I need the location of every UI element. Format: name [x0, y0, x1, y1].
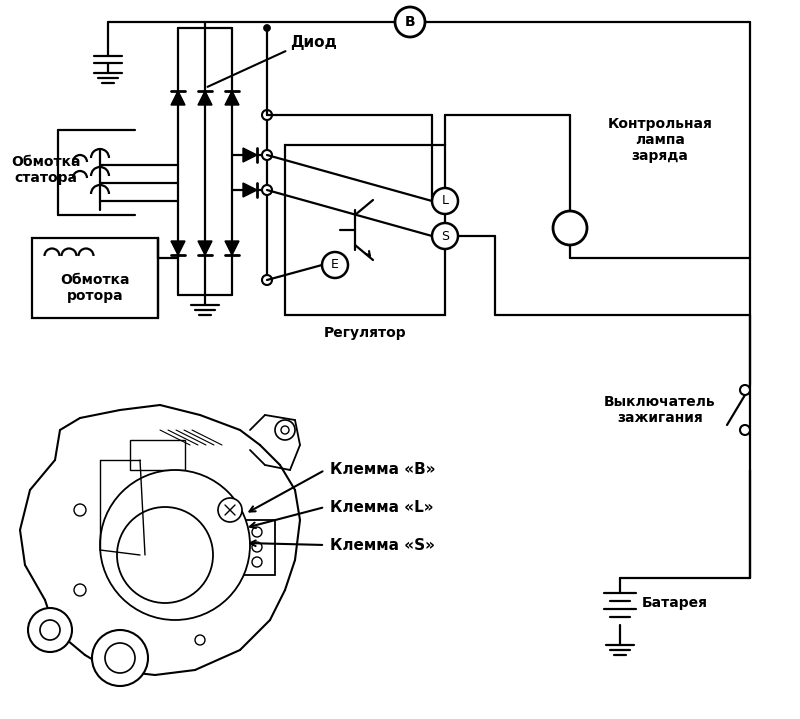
Bar — [285, 145, 445, 315]
Text: Клемма «S»: Клемма «S» — [330, 538, 435, 552]
Bar — [240, 520, 275, 575]
Circle shape — [553, 211, 587, 245]
Circle shape — [218, 498, 242, 522]
Bar — [32, 238, 158, 318]
Polygon shape — [243, 148, 257, 162]
Circle shape — [281, 426, 289, 434]
Circle shape — [252, 557, 262, 567]
Text: B: B — [405, 15, 415, 29]
Polygon shape — [243, 183, 257, 197]
Circle shape — [117, 507, 213, 603]
Circle shape — [740, 385, 750, 395]
Circle shape — [262, 150, 272, 160]
Polygon shape — [171, 91, 185, 105]
Text: Контрольная
лампа
заряда: Контрольная лампа заряда — [607, 116, 713, 163]
Text: Регулятор: Регулятор — [324, 326, 406, 340]
Circle shape — [252, 542, 262, 552]
Circle shape — [395, 7, 425, 37]
Circle shape — [100, 470, 250, 620]
Text: Обмотка
статора: Обмотка статора — [11, 155, 81, 185]
Circle shape — [262, 110, 272, 120]
Polygon shape — [225, 91, 239, 105]
Circle shape — [262, 185, 272, 195]
Circle shape — [275, 420, 295, 440]
Bar — [155, 500, 185, 520]
Polygon shape — [225, 241, 239, 255]
Circle shape — [74, 504, 86, 516]
Text: Диод: Диод — [290, 35, 337, 50]
Text: Клемма «L»: Клемма «L» — [330, 500, 434, 515]
Polygon shape — [198, 91, 212, 105]
Polygon shape — [198, 241, 212, 255]
Circle shape — [252, 527, 262, 537]
Circle shape — [74, 584, 86, 596]
Circle shape — [322, 252, 348, 278]
Circle shape — [28, 608, 72, 652]
Circle shape — [432, 188, 458, 214]
Text: Батарея: Батарея — [642, 596, 708, 610]
Circle shape — [263, 24, 270, 32]
Circle shape — [262, 275, 272, 285]
Text: Выключатель
зажигания: Выключатель зажигания — [604, 395, 716, 425]
Polygon shape — [171, 241, 185, 255]
Text: Обмотка
ротора: Обмотка ротора — [60, 273, 130, 303]
Circle shape — [740, 425, 750, 435]
Circle shape — [40, 620, 60, 640]
Circle shape — [105, 643, 135, 673]
Text: S: S — [441, 229, 449, 242]
Bar — [130, 440, 185, 470]
Bar — [145, 490, 195, 525]
Circle shape — [432, 223, 458, 249]
Circle shape — [195, 635, 205, 645]
Text: Клемма «B»: Клемма «B» — [330, 462, 435, 477]
Text: L: L — [442, 195, 449, 208]
Text: E: E — [331, 259, 339, 272]
Circle shape — [92, 630, 148, 686]
